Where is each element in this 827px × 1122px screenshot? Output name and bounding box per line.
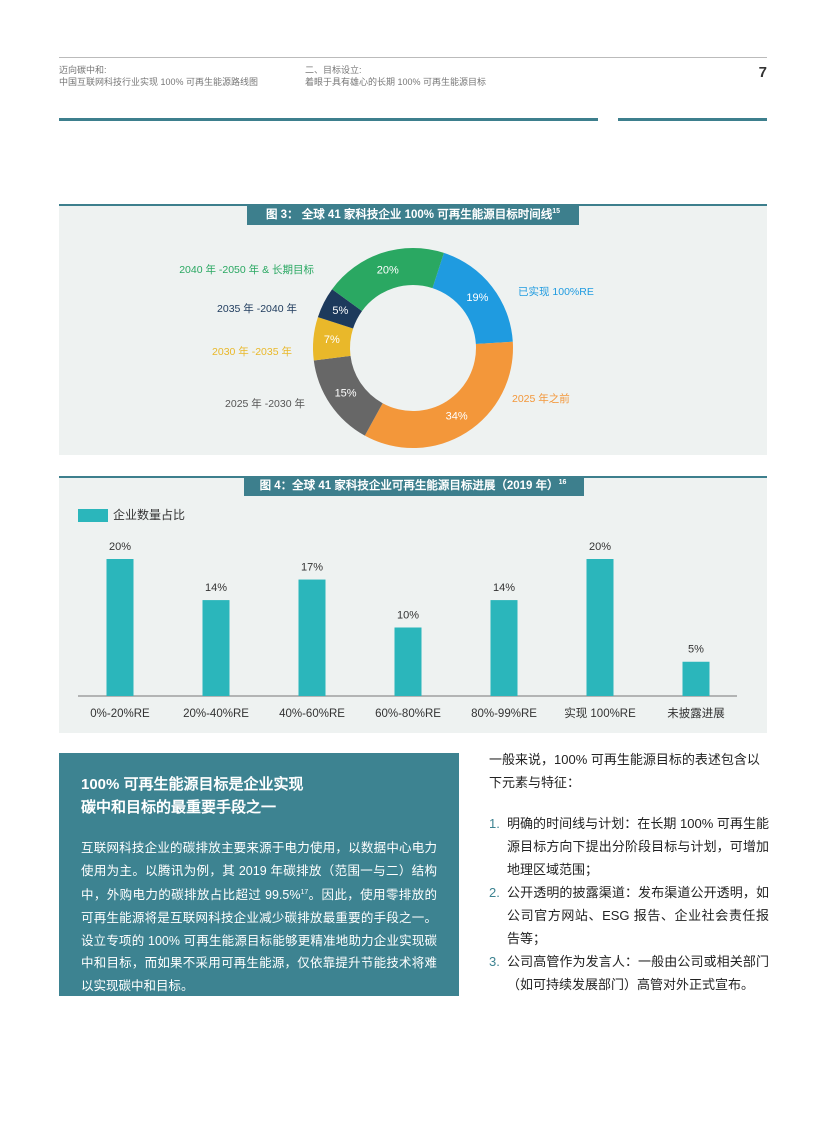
x-tick-label: 40%-60%RE xyxy=(279,708,345,720)
bar xyxy=(298,579,326,696)
callout-title-line: 100% 可再生能源目标是企业实现 xyxy=(81,776,304,793)
title-box xyxy=(244,476,584,496)
list-item: 1. 明确的时间线与计划：在长期 100% 可再生能源目标方向下提出分阶段目标与计… xyxy=(489,812,769,881)
x-tick-label: 实现 100%RE xyxy=(564,706,636,720)
donut-slice xyxy=(432,252,513,345)
header-middle: 二、目标设立: 着眼于具有雄心的长期 100% 可再生能源目标 xyxy=(305,64,486,88)
header-text: 迈向碳中和: xyxy=(59,65,107,75)
list-number: 2. xyxy=(489,885,500,900)
list-number: 3. xyxy=(489,954,500,969)
list-number: 1. xyxy=(489,816,500,831)
legend-swatch xyxy=(78,509,108,522)
bar xyxy=(586,559,614,696)
title-box xyxy=(247,204,579,225)
footnote-ref: 17 xyxy=(300,889,309,897)
x-tick-label: 80%-99%RE xyxy=(471,708,537,720)
value-label: 7% xyxy=(324,334,340,346)
header-text: 着眼于具有雄心的长期 100% 可再生能源目标 xyxy=(305,77,487,87)
header-text: 中国互联网科技行业实现 100% 可再生能源路线图 xyxy=(59,77,259,87)
title-text: 图 3： 全球 41 家科技企业 100% 可再生能源目标时间线 xyxy=(266,207,553,221)
title-note: 16 xyxy=(559,479,567,486)
callout-title-line: 碳中和目标的最重要手段之一 xyxy=(81,799,277,816)
header-text: 二、目标设立: xyxy=(305,65,362,75)
value-label: 5% xyxy=(688,644,704,656)
value-label: 19% xyxy=(466,292,488,304)
category-label: 2030 年 -2035 年 xyxy=(212,345,292,358)
chart-title: 图 4：全球 41 家科技企业可再生能源目标进展（2019 年）16 xyxy=(260,478,567,492)
header-bar xyxy=(618,118,767,121)
category-label: 已实现 100%RE xyxy=(518,285,594,298)
callout-box: 100% 可再生能源目标是企业实现 碳中和目标的最重要手段之一 互联网科技企业的… xyxy=(59,753,459,996)
header-bar xyxy=(59,118,598,121)
pie-chart: 图 3： 全球 41 家科技企业 100% 可再生能源目标时间线15 19% 已实… xyxy=(59,204,767,455)
intro: 一般来说，100% 可再生能源目标的表述包含以下元素与特征： xyxy=(489,752,760,790)
value-label: 20% xyxy=(109,541,131,553)
value-label: 15% xyxy=(335,388,357,400)
donut-slice xyxy=(332,248,444,311)
value-label: 17% xyxy=(301,561,323,573)
bar xyxy=(682,661,710,696)
value-label: 5% xyxy=(332,305,348,317)
donut-slice xyxy=(364,341,513,448)
value-label: 20% xyxy=(377,264,399,276)
category-label: 2035 年 -2040 年 xyxy=(217,302,297,315)
donut-slice xyxy=(313,317,354,361)
callout-paragraph: 互联网科技企业的碳排放主要来源于电力使用，以数据中心电力使用为主。以腾讯为例，其… xyxy=(81,837,437,997)
value-label: 14% xyxy=(205,582,227,594)
legend-label: 企业数量占比 xyxy=(113,507,185,522)
category-label: 2025 年 -2030 年 xyxy=(225,397,305,410)
value-label: 34% xyxy=(446,411,468,423)
x-tick-label: 0%-20%RE xyxy=(90,708,150,720)
title-text: 图 4：全球 41 家科技企业可再生能源目标进展（2019 年） xyxy=(260,478,559,492)
bar xyxy=(202,600,230,696)
callout-title: 100% 可再生能源目标是企业实现 碳中和目标的最重要手段之一 xyxy=(81,773,437,819)
title-note: 15 xyxy=(552,208,560,215)
donut-slice xyxy=(313,355,383,436)
header-left: 迈向碳中和: 中国互联网科技行业实现 100% 可再生能源路线图 xyxy=(59,64,258,88)
x-tick-label: 20%-40%RE xyxy=(183,708,249,720)
x-tick-label: 未披露进展 xyxy=(667,706,725,720)
list-text: 公开透明的披露渠道：发布渠道公开透明，如公司官方网站、ESG 报告、企业社会责任… xyxy=(507,885,769,946)
category-label: 2025 年之前 xyxy=(512,392,570,405)
list-text: 明确的时间线与计划：在长期 100% 可再生能源目标方向下提出分阶段目标与计划，… xyxy=(507,816,769,877)
list-text: 公司高管作为发言人：一般由公司或相关部门（如可持续发展部门）高管对外正式宣布。 xyxy=(507,954,769,992)
category-label: 2040 年 -2050 年 & 长期目标 xyxy=(179,263,314,276)
value-label: 20% xyxy=(589,541,611,553)
list-item: 3. 公司高管作为发言人：一般由公司或相关部门（如可持续发展部门）高管对外正式宣布… xyxy=(489,950,769,996)
bar xyxy=(106,559,134,696)
paragraph-text: 互联网科技企业的碳排放主要来源于电力使用，以数据中心电力使用为主。以腾讯为例，其… xyxy=(81,841,437,903)
bar xyxy=(490,600,518,696)
page-number: 7 xyxy=(758,64,767,81)
paragraph-text: 。因此，使用零排放的可再生能源将是互联网科技企业减少碳排放最重要的手段之一。设立… xyxy=(81,888,437,993)
right-column: 一般来说，100% 可再生能源目标的表述包含以下元素与特征： 1. 明确的时间线与… xyxy=(489,748,769,996)
chart-title: 图 3： 全球 41 家科技企业 100% 可再生能源目标时间线15 xyxy=(266,207,560,221)
header-rule xyxy=(59,57,767,58)
list-item: 2. 公开透明的披露渠道：发布渠道公开透明，如公司官方网站、ESG 报告、企业社会… xyxy=(489,881,769,950)
value-label: 14% xyxy=(493,582,515,594)
bar xyxy=(394,627,422,696)
bar-chart: 图 4：全球 41 家科技企业可再生能源目标进展（2019 年）16 企业数量占… xyxy=(59,476,767,733)
value-label: 10% xyxy=(397,609,419,621)
donut-slice xyxy=(317,289,363,329)
x-tick-label: 60%-80%RE xyxy=(375,708,441,720)
